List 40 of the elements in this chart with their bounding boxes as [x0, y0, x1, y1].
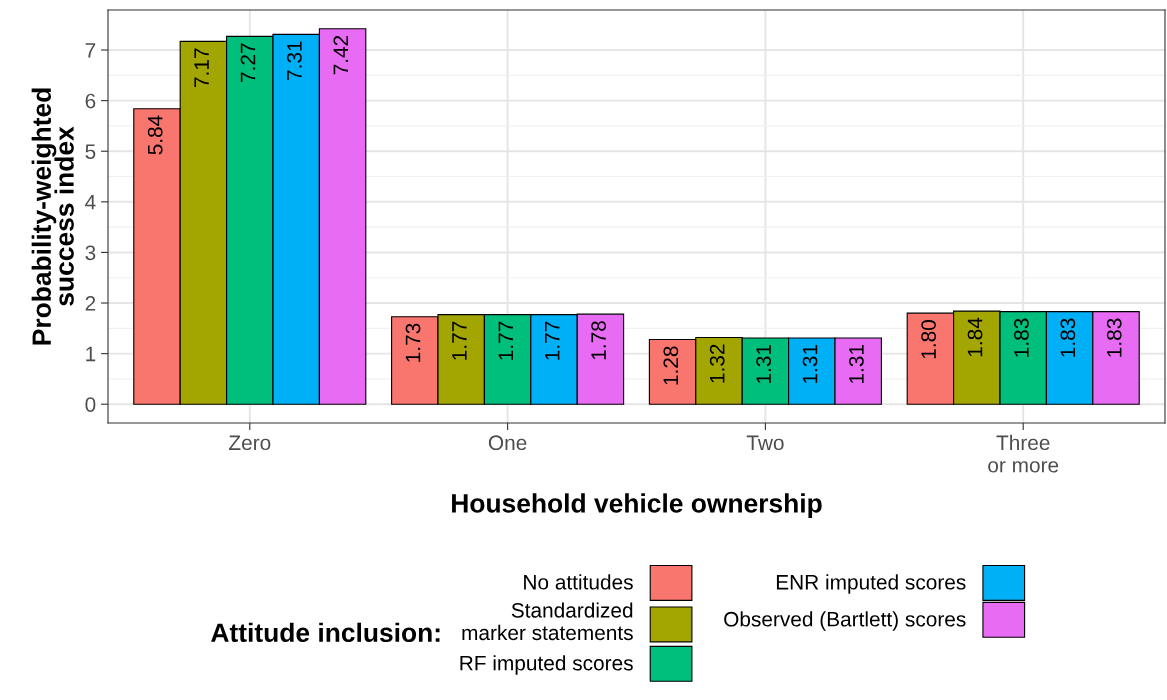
- legend-label: ENR imputed scores: [776, 574, 966, 594]
- data-label: 5.84: [147, 115, 163, 155]
- y-tick-label: 7: [85, 43, 96, 58]
- x-tick-label: One: [488, 435, 527, 451]
- legend-title: Attitude inclusion:: [211, 622, 440, 643]
- x-axis-title: Household vehicle ownership: [452, 493, 822, 518]
- x-tick-label: Two: [746, 435, 784, 451]
- x-tick-label: Zero: [229, 435, 271, 451]
- data-label: 7.27: [240, 43, 256, 82]
- legend-label: Standardized marker statements: [462, 602, 633, 641]
- data-label: 1.77: [545, 321, 560, 360]
- data-label: 1.28: [663, 346, 679, 385]
- y-tick-label: 2: [85, 296, 96, 311]
- data-label: 1.83: [1106, 318, 1122, 357]
- data-label: 7.42: [333, 35, 348, 75]
- data-label: 1.77: [452, 321, 467, 360]
- data-label: 1.83: [1014, 318, 1029, 357]
- data-label: 1.83: [1060, 318, 1076, 357]
- data-label: 1.78: [591, 321, 606, 360]
- data-label: 1.73: [405, 323, 421, 362]
- data-label: 1.77: [498, 321, 513, 360]
- data-label: 7.31: [287, 41, 302, 80]
- y-tick-label: 0: [85, 397, 96, 412]
- data-label: 1.80: [921, 320, 936, 359]
- data-label: 1.31: [802, 345, 818, 383]
- data-label: 1.84: [967, 317, 983, 357]
- data-label: 1.32: [709, 344, 725, 383]
- legend-label: RF imputed scores: [460, 655, 633, 675]
- legend-label: Observed (Bartlett) scores: [724, 611, 966, 631]
- data-label: 1.31: [849, 345, 864, 383]
- y-tick-label: 5: [85, 144, 96, 159]
- data-label: 7.17: [194, 48, 209, 87]
- x-tick-label: Three or more: [988, 434, 1059, 473]
- y-tick-label: 6: [85, 93, 96, 109]
- y-tick-label: 1: [86, 346, 96, 362]
- y-tick-label: 4: [85, 195, 96, 210]
- legend-label: No attitudes: [524, 574, 633, 590]
- data-label: 1.31: [756, 345, 771, 383]
- y-axis-title: Probability-weighted success index: [31, 88, 74, 345]
- y-tick-label: 3: [85, 245, 96, 261]
